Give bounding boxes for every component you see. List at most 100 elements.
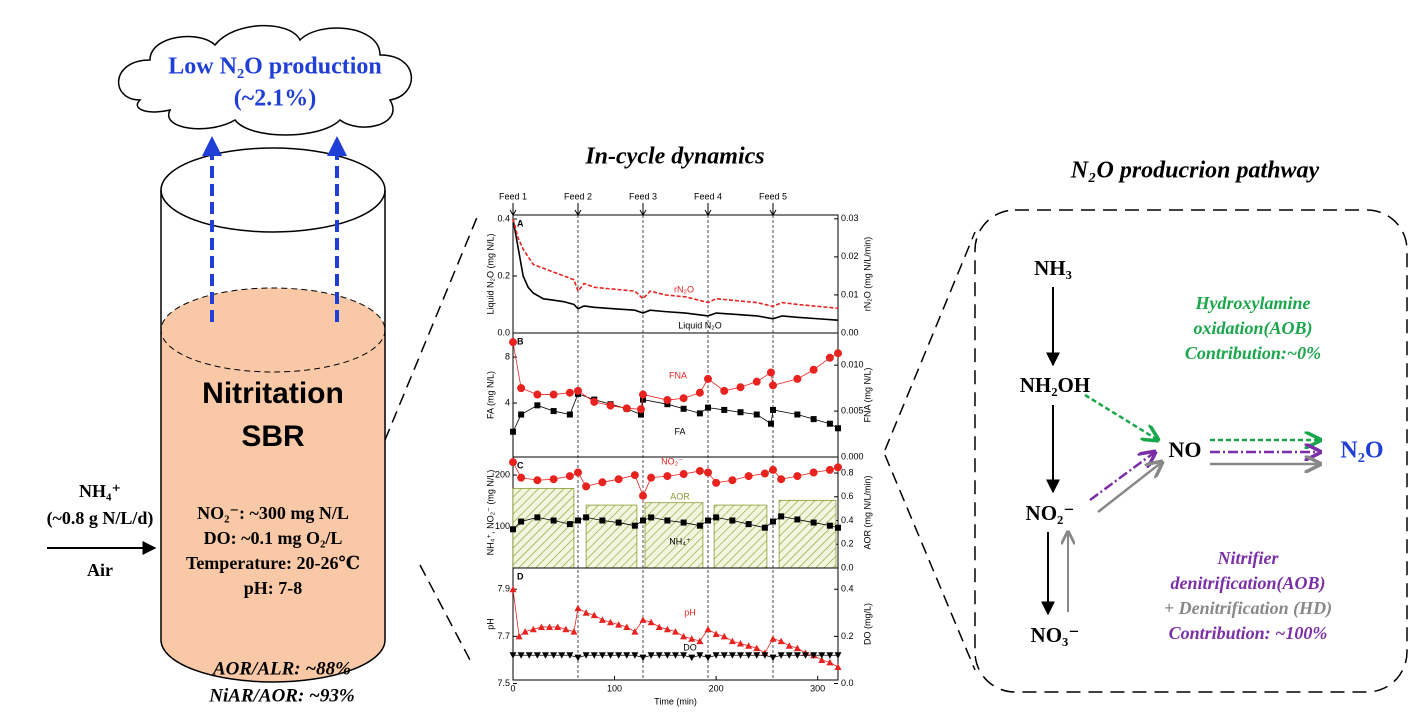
marker [696, 652, 704, 659]
y2-tick-label: 0.02 [841, 251, 859, 261]
x-tick-label: 100 [607, 683, 622, 693]
y2-tick-label: 0.2 [841, 631, 854, 641]
node: NO [1169, 437, 1202, 462]
marker [631, 652, 639, 659]
marker [565, 472, 574, 481]
marker [834, 652, 842, 659]
marker [794, 516, 801, 523]
y-tick-label: 0.4 [497, 213, 510, 223]
marker [785, 642, 793, 649]
marker [809, 365, 818, 374]
marker [509, 652, 517, 659]
y2-tick-label: 0.0 [841, 678, 854, 688]
marker [640, 517, 646, 524]
y2-tick-label: 0.010 [841, 360, 864, 370]
marker [728, 476, 737, 485]
marker [753, 644, 761, 652]
marker [769, 635, 777, 642]
y2-tick-label: 0.4 [841, 515, 854, 525]
marker [736, 383, 745, 392]
marker [721, 406, 728, 413]
zoom-line [884, 231, 976, 451]
arrow [1097, 462, 1162, 513]
y-axis-label: NH₄⁺, NO₂⁻ (mg N/L) [485, 470, 495, 556]
marker [631, 628, 639, 635]
y2-tick-label: 0.000 [841, 451, 864, 461]
marker [582, 609, 590, 616]
series-line [512, 218, 839, 321]
bar [512, 488, 575, 569]
marker [542, 652, 549, 659]
marker [582, 652, 590, 659]
marker [509, 338, 517, 347]
marker [550, 408, 557, 415]
y2-tick-label: 0.8 [841, 467, 854, 477]
pathway-box [974, 209, 1408, 693]
reactor-name: Nitritation [202, 377, 344, 410]
marker [770, 406, 776, 413]
bar [644, 502, 704, 569]
marker [834, 663, 842, 671]
series-label: FNA [669, 370, 687, 380]
y2-tick-label: 0.6 [841, 491, 854, 501]
marker [525, 652, 533, 659]
cloud-text: Low N₂O production [168, 54, 381, 80]
y2-axis-label: AOR (mg N/L/min) [862, 475, 872, 549]
panel-frame [512, 214, 839, 334]
y-axis-label: FA (mg N/L) [485, 371, 495, 419]
marker [647, 652, 655, 659]
panel-label: C [517, 460, 524, 470]
y-tick-label: 4 [505, 397, 510, 407]
series-label: Liquid N₂O [678, 320, 722, 330]
y2-tick-label: 0.4 [841, 584, 854, 594]
marker [825, 353, 834, 362]
y2-axis-label: FNA (mg N/L) [862, 367, 872, 422]
feed-arrow [574, 203, 582, 216]
marker [639, 654, 647, 662]
marker [777, 637, 785, 645]
marker [509, 585, 517, 593]
marker [778, 513, 785, 520]
arrow [1089, 452, 1155, 502]
cloud [117, 24, 413, 136]
marker [562, 625, 570, 633]
bar [778, 499, 837, 569]
y-tick-label: 100 [495, 521, 510, 531]
marker [636, 405, 645, 414]
marker [623, 623, 631, 630]
series-label: NO₂⁻ [661, 456, 683, 466]
cloud-text: (~2.1%) [234, 86, 316, 112]
marker [554, 623, 562, 630]
y-tick-label: 8 [505, 351, 510, 361]
feed-arrow [509, 203, 517, 216]
marker [826, 658, 834, 666]
y-axis-label: Liquid N₂O (mg N/L) [485, 233, 495, 314]
zoom-line [419, 564, 471, 661]
series-label: FA [674, 426, 685, 436]
marker [529, 625, 537, 633]
marker [517, 652, 525, 659]
marker [826, 522, 833, 529]
series-line [512, 218, 839, 310]
marker [834, 349, 842, 358]
marker [737, 652, 744, 659]
feed-label: Feed 3 [629, 191, 657, 201]
marker [663, 652, 671, 659]
marker [546, 623, 554, 630]
marker [810, 652, 818, 659]
marker [566, 411, 573, 418]
marker [769, 654, 777, 662]
marker [680, 405, 687, 412]
marker [696, 637, 704, 645]
marker [639, 491, 647, 500]
marker [835, 524, 841, 531]
marker [509, 458, 517, 467]
marker [517, 384, 526, 393]
series-label: AOR [670, 491, 690, 501]
marker [599, 517, 606, 524]
marker [679, 470, 688, 479]
y2-axis-label: DO (mg/L) [862, 603, 872, 645]
marker [574, 604, 582, 612]
marker [704, 468, 712, 477]
marker [664, 401, 671, 408]
